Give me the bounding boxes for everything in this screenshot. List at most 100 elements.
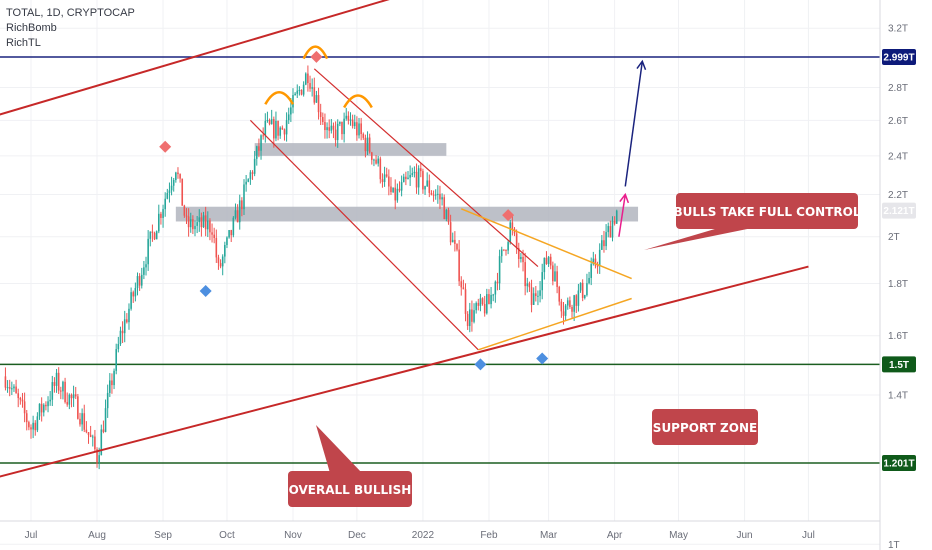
- candle-body: [132, 292, 135, 297]
- candle-body: [347, 115, 350, 121]
- candle-body: [106, 392, 109, 409]
- pattern-arcs: [264, 45, 373, 109]
- candle-body: [94, 436, 96, 450]
- projection-arrow-head: [619, 192, 630, 204]
- candle-body: [15, 386, 17, 394]
- candle-body: [324, 122, 326, 131]
- candle-body: [162, 209, 164, 218]
- candle-body: [609, 226, 612, 238]
- candle-body: [109, 380, 111, 393]
- candle-body: [407, 177, 409, 180]
- resistance-zone: [175, 206, 639, 222]
- candle-body: [588, 277, 590, 284]
- candle-body: [413, 171, 416, 174]
- candle-body: [47, 401, 49, 407]
- candle-body: [562, 311, 565, 316]
- candle-body: [226, 237, 228, 246]
- candle-body: [200, 217, 203, 228]
- candle-body: [573, 295, 575, 312]
- price-badge: [882, 202, 916, 219]
- candle-body: [221, 256, 224, 267]
- candle-body: [334, 129, 337, 141]
- candle-body: [428, 180, 431, 193]
- candle-body: [341, 121, 343, 135]
- callout-overall-pointer: [316, 425, 362, 473]
- pattern-arc: [302, 45, 329, 60]
- candle-body: [375, 159, 377, 164]
- candle-body: [569, 300, 571, 307]
- candle-body: [366, 137, 369, 152]
- candle-body: [23, 401, 26, 414]
- time-tick-label: Nov: [284, 530, 302, 541]
- candle-body: [405, 176, 407, 180]
- price-tick-label: 2T: [888, 232, 900, 243]
- candle-body: [119, 330, 122, 344]
- candle-body: [339, 121, 341, 124]
- candle-body: [326, 127, 328, 131]
- candle-body: [279, 127, 282, 136]
- time-tick-label: 2022: [412, 530, 435, 541]
- candle-body: [64, 381, 66, 403]
- candle-body: [486, 294, 488, 314]
- candle-body: [579, 282, 582, 291]
- candle-body: [451, 239, 454, 243]
- candle-body: [315, 95, 318, 103]
- candle-body: [611, 221, 614, 238]
- candle-body: [30, 427, 32, 430]
- candle-body: [481, 298, 484, 305]
- candle-body: [441, 197, 443, 200]
- candle-body: [224, 245, 226, 257]
- candle-body: [68, 394, 71, 405]
- candle-body: [206, 220, 209, 230]
- candle-body: [202, 215, 205, 228]
- price-tick-label: 1T: [888, 540, 900, 550]
- candle-body: [100, 429, 103, 456]
- candle-body: [198, 217, 201, 223]
- candle-body: [430, 192, 433, 195]
- candle-body: [601, 240, 603, 250]
- candle-body: [522, 256, 524, 263]
- candle-body: [509, 222, 512, 243]
- price-badge: [882, 49, 916, 65]
- candle-body: [4, 376, 7, 388]
- candle-body: [356, 122, 358, 136]
- callout-support-text: SUPPORT ZONE: [653, 421, 757, 435]
- candle-body: [290, 107, 292, 115]
- candle-body: [445, 209, 448, 220]
- candle-body: [192, 219, 194, 230]
- candle-body: [394, 187, 397, 201]
- candle-body: [153, 233, 156, 240]
- projection-arrow-shaft: [618, 194, 627, 237]
- candle-body: [358, 123, 360, 136]
- callout-overall: OVERALL BULLISH: [288, 425, 412, 507]
- candle-body: [458, 249, 460, 282]
- candle-body: [596, 265, 599, 267]
- candle-body: [209, 220, 211, 233]
- candle-body: [149, 231, 152, 239]
- candle-body: [471, 309, 473, 322]
- price-tick-label: 2.2T: [888, 190, 908, 201]
- price-tick-label: 2.4T: [888, 151, 908, 162]
- candle-body: [147, 238, 149, 265]
- candle-body: [45, 404, 47, 407]
- candle-body: [422, 171, 424, 190]
- candle-body: [28, 422, 30, 428]
- candle-body: [505, 249, 507, 251]
- time-axis[interactable]: Jul Aug Sep Oct Nov Dec 2022 Feb Mar Apr May Jun Jul: [25, 530, 815, 541]
- trendlines: [0, 0, 809, 478]
- candle-body: [584, 295, 586, 298]
- candle-body: [462, 287, 465, 290]
- candle-body: [392, 187, 394, 193]
- candle-body: [364, 137, 367, 152]
- trendline-downtrend-lower: [249, 119, 479, 351]
- candle-body: [177, 172, 179, 175]
- candle-body: [541, 272, 543, 291]
- candle-body: [304, 73, 307, 85]
- price-tick-label: 1.6T: [888, 331, 908, 342]
- time-tick-label: Jul: [802, 530, 815, 541]
- candles: [4, 65, 618, 470]
- price-axis[interactable]: 3.2T 2.8T 2.6T 2.4T 2.2T 2T 1.8T 1.6T 1.4T 1T: [888, 24, 908, 550]
- trendline-lower-channel: [0, 265, 809, 478]
- candle-body: [266, 119, 269, 121]
